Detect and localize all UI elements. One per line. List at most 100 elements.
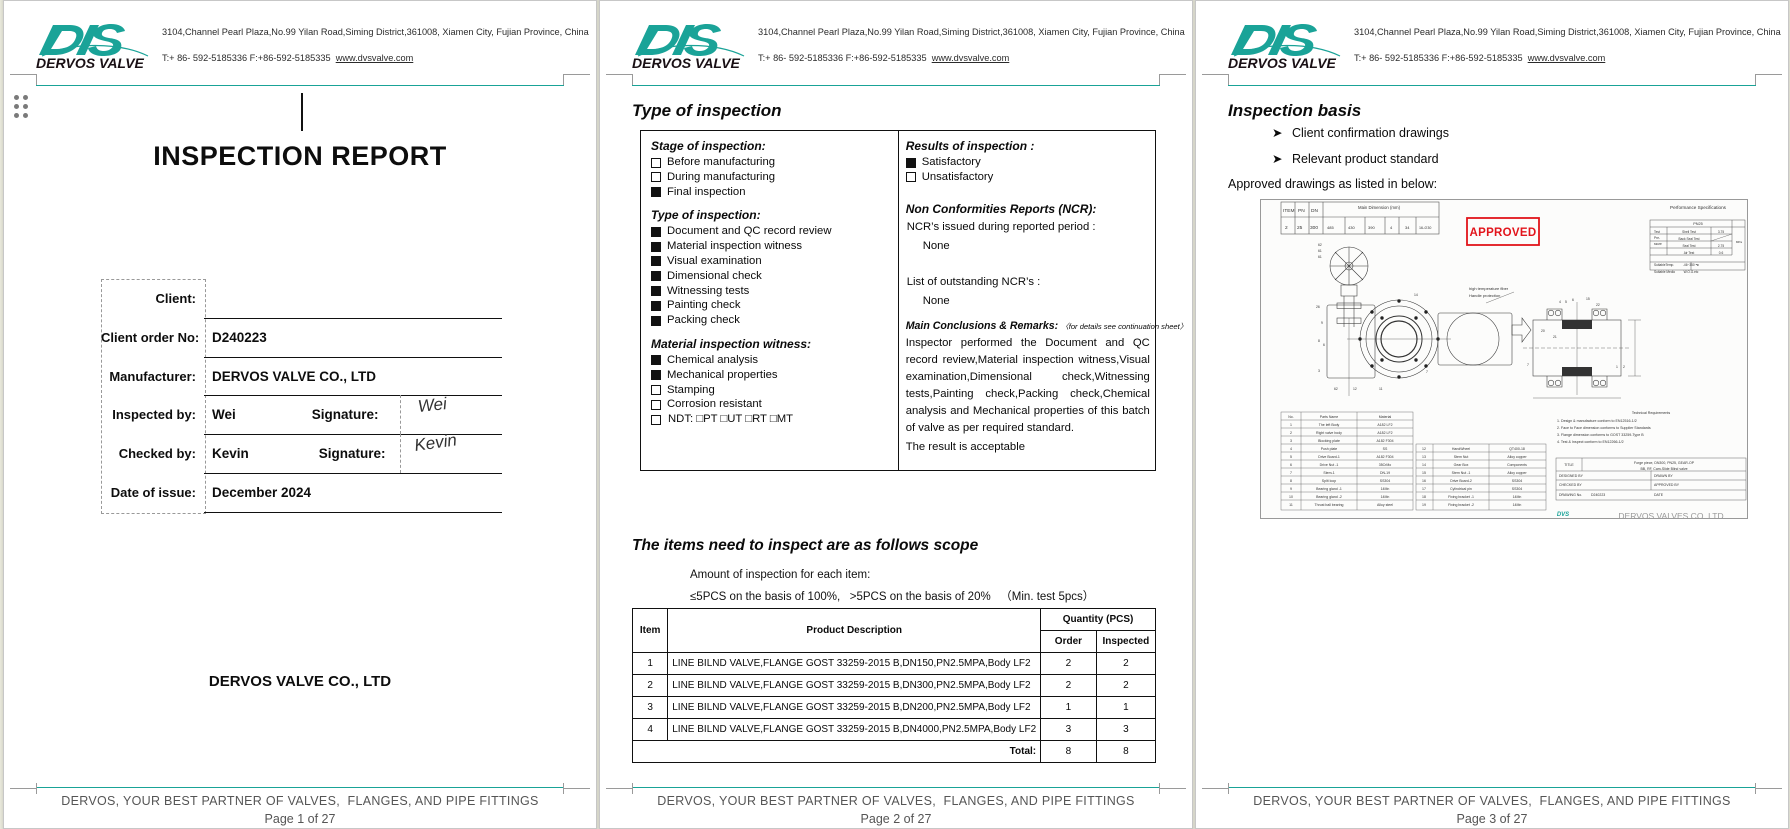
svg-text:430: 430 [1348,225,1355,230]
svg-text:Stem Nut -1: Stem Nut -1 [1452,471,1471,475]
svg-text:13: 13 [1422,455,1426,459]
svg-text:26: 26 [1316,305,1320,309]
svg-text:19: 19 [1422,503,1426,507]
svg-text:2: 2 [1290,431,1292,435]
svg-text:DRAWN BY: DRAWN BY [1654,474,1673,478]
svg-text:390: 390 [1368,225,1375,230]
svg-text:Right valve body: Right valve body [1316,431,1342,435]
svg-text:62: 62 [1334,387,1338,391]
svg-text:Alloy copper: Alloy copper [1507,455,1527,459]
svg-text:Thrust ball bearing: Thrust ball bearing [1315,503,1344,507]
svg-text:APPROVED BY: APPROVED BY [1654,483,1680,487]
svg-text:11: 11 [1289,503,1293,507]
svg-text:DATE: DATE [1654,493,1664,497]
svg-text:8: 8 [1318,339,1320,343]
svg-text:22: 22 [1596,303,1600,307]
svg-text:CHECKED BY: CHECKED BY [1559,483,1582,487]
svg-text:25: 25 [1297,225,1303,231]
svg-text:Components: Components [1507,463,1527,467]
svg-text:3: 3 [1290,439,1292,443]
svg-text:A182 F304: A182 F304 [1376,439,1393,443]
svg-text:7: 7 [1426,370,1428,374]
svg-text:3.75: 3.75 [1718,230,1724,234]
svg-text:Split loop: Split loop [1322,479,1336,483]
svg-text:Blocking plate: Blocking plate [1318,439,1340,443]
svg-text:SS: SS [1383,447,1388,451]
svg-text:-46~350 ℃: -46~350 ℃ [1683,263,1700,267]
svg-text:DN-19: DN-19 [1380,471,1390,475]
svg-text:16-∅30: 16-∅30 [1419,226,1431,230]
svg-text:2. Face to Face dimension conf: 2. Face to Face dimension conforms to Su… [1557,426,1651,430]
svg-text:PN: PN [1298,208,1305,214]
svg-text:Parts Name: Parts Name [1320,415,1339,419]
svg-text:12: 12 [1353,387,1357,391]
svg-text:12: 12 [1422,447,1426,451]
svg-text:4: 4 [1559,300,1561,304]
svg-text:4. Test & Inspect conform to E: 4. Test & Inspect conform to EN12266-1/2 [1557,440,1624,444]
svg-text:Technical Requirements: Technical Requirements [1632,411,1671,415]
svg-text:Performance Specifications: Performance Specifications [1670,205,1727,210]
svg-text:21: 21 [1553,335,1557,339]
svg-text:20: 20 [1541,329,1545,333]
svg-text:485: 485 [1327,225,1334,230]
svg-text:DESIGNED BY: DESIGNED BY [1559,474,1584,478]
svg-text:A182 LF2: A182 LF2 [1377,431,1392,435]
svg-text:W.O.G.etc: W.O.G.etc [1684,270,1699,274]
svg-text:5: 5 [1290,455,1292,459]
svg-text:7: 7 [1527,363,1529,367]
svg-text:APPROVED: APPROVED [1470,227,1537,239]
svg-text:4: 4 [1390,225,1393,230]
svg-text:Drive Board-2: Drive Board-2 [1450,479,1472,483]
svg-text:300: 300 [1310,225,1318,231]
svg-text:61: 61 [1318,249,1322,253]
svg-text:15: 15 [1586,297,1590,301]
svg-text:1: 1 [1290,423,1292,427]
svg-text:18: 18 [1422,495,1426,499]
svg-text:PN25: PN25 [1693,222,1703,226]
svg-text:3. Flange dimension conforms t: 3. Flange dimension conforms to GOST 332… [1557,433,1644,437]
svg-text:11: 11 [1379,387,1383,391]
svg-text:No.: No. [1288,415,1293,419]
svg-text:high temperature fiber: high temperature fiber [1469,286,1509,291]
svg-text:The left Body: The left Body [1319,423,1340,427]
svg-text:ITEM: ITEM [1283,208,1294,214]
svg-text:14: 14 [1414,293,1418,297]
svg-text:Fixing bracket -1: Fixing bracket -1 [1448,495,1474,499]
svg-text:Cylindrical pin: Cylindrical pin [1450,487,1472,491]
svg-text:TITLE: TITLE [1564,463,1574,467]
svg-text:Forge piece, DN300, PN25, GEAR: Forge piece, DN300, PN25, GEAR-OP [1634,461,1695,465]
svg-text:D240223: D240223 [1591,493,1605,497]
svg-text:Alloy steel: Alloy steel [1377,503,1393,507]
svg-text:HandWheel: HandWheel [1452,447,1471,451]
svg-text:34: 34 [1405,225,1410,230]
svg-text:61: 61 [1318,255,1322,259]
svg-text:Seal Test: Seal Test [1682,244,1695,248]
svg-text:BB, RF, Cam-Slide Blind valve: BB, RF, Cam-Slide Blind valve [1640,467,1687,471]
svg-text:SS304: SS304 [1512,487,1523,491]
svg-text:7: 7 [1290,471,1292,475]
svg-text:9: 9 [1290,487,1292,491]
svg-text:Push plate: Push plate [1321,447,1338,451]
svg-text:4: 4 [1290,447,1292,451]
svg-text:15: 15 [1422,471,1426,475]
svg-text:14Mn: 14Mn [1513,503,1522,507]
svg-text:14Mn: 14Mn [1381,487,1390,491]
svg-text:DRAWING No.: DRAWING No. [1559,493,1582,497]
svg-text:Back Seal Test: Back Seal Test [1678,237,1699,241]
svg-text:6: 6 [1290,463,1292,467]
svg-text:0.6: 0.6 [1719,251,1724,255]
svg-text:A182 F304: A182 F304 [1376,455,1393,459]
svg-text:DVS: DVS [1557,512,1569,518]
svg-text:QT400-18: QT400-18 [1509,447,1525,451]
svg-text:14Mn: 14Mn [1513,495,1522,499]
svg-text:Gear Box: Gear Box [1454,463,1469,467]
svg-text:Test: Test [1654,230,1660,234]
svg-text:Alloy copper: Alloy copper [1507,471,1527,475]
svg-text:ssure: ssure [1654,242,1662,246]
svg-text:Stem Nut: Stem Nut [1454,455,1469,459]
svg-text:SS304: SS304 [1512,479,1523,483]
svg-text:SuitableTemp.: SuitableTemp. [1654,263,1674,267]
svg-text:2: 2 [1285,225,1288,231]
svg-text:5: 5 [1565,300,1567,304]
svg-text:14: 14 [1422,463,1426,467]
